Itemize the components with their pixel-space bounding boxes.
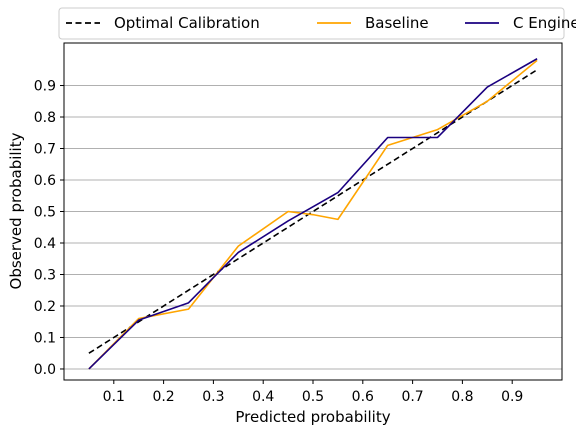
y-tick-label: 0.7 (34, 142, 56, 158)
series-line-3 (88, 58, 538, 370)
y-tick-label: 0.1 (34, 330, 56, 346)
x-tick-label: 0.1 (103, 389, 125, 405)
y-tick-label: 0.5 (34, 205, 56, 221)
x-tick-label: 0.8 (451, 389, 473, 405)
grid-lines (64, 85, 562, 370)
legend-label-3: C Engine (513, 14, 576, 32)
legend-label-2: Baseline (365, 14, 429, 32)
x-tick-label: 0.2 (152, 389, 174, 405)
y-tick-label: 0.3 (34, 267, 56, 283)
y-tick-label: 0.6 (34, 173, 56, 189)
x-tick-label: 0.5 (302, 389, 324, 405)
series-layer (88, 58, 538, 370)
legend: Optimal Calibration Baseline C Engine (58, 7, 576, 40)
y-tick-label: 0.8 (34, 110, 56, 126)
y-tick-label: 0.9 (34, 79, 56, 95)
x-tick-label: 0.6 (352, 389, 374, 405)
x-tick-label: 0.3 (202, 389, 224, 405)
y-tick-label: 0.2 (34, 299, 56, 315)
x-axis-label: Predicted probability (235, 408, 390, 426)
y-axis-label: Observed probability (7, 132, 25, 289)
x-tick-label: 0.9 (501, 389, 523, 405)
y-tick-label: 0.0 (34, 362, 56, 378)
series-line-2 (88, 59, 538, 370)
x-tick-label: 0.4 (252, 389, 274, 405)
x-tick-label: 0.7 (401, 389, 423, 405)
legend-label-1: Optimal Calibration (114, 14, 260, 32)
y-tick-label: 0.4 (34, 236, 56, 252)
axis-ticks: 0.0 0.1 0.2 0.3 0.4 0.5 0.6 0.7 0.8 0.9 0.1 0.2 0.3 0… (34, 79, 524, 405)
series-line-1 (88, 69, 538, 354)
legend-frame (58, 7, 565, 40)
